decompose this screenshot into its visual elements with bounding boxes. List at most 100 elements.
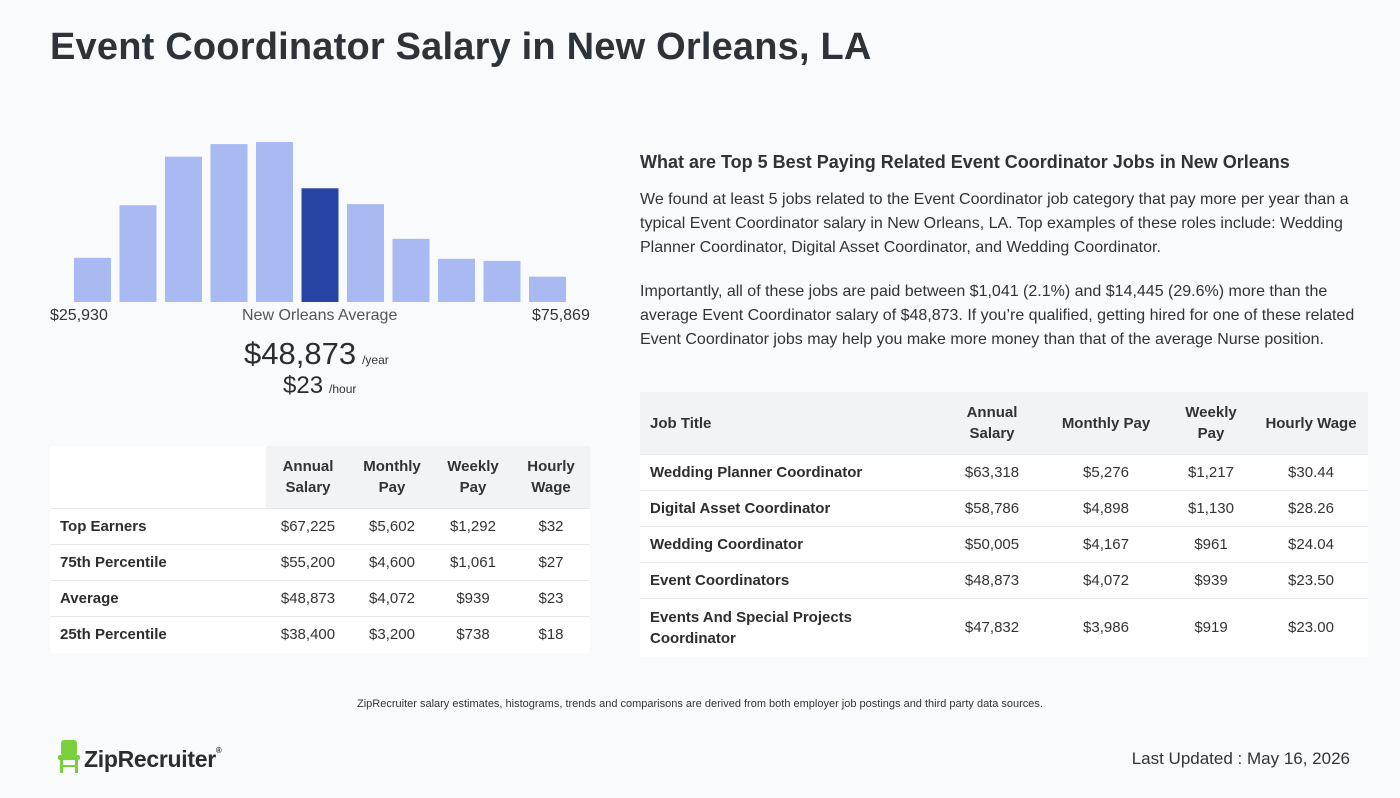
last-updated: Last Updated : May 16, 2026: [1131, 749, 1350, 768]
cell-weekly: $1,061: [434, 544, 512, 581]
cell-annual: $55,200: [266, 544, 350, 581]
job-title: Event Coordinators: [640, 562, 940, 599]
ziprecruiter-logo[interactable]: ZipRecruiter®: [58, 740, 222, 779]
cell-monthly: $3,200: [350, 616, 434, 653]
header-annual-salary: Annual Salary: [940, 392, 1044, 455]
salary-histogram: [50, 140, 590, 302]
histogram-average-label: New Orleans Average: [242, 307, 398, 324]
histogram-bar: [392, 238, 430, 302]
logo-registered-mark: ®: [215, 746, 222, 755]
header-job-title: Job Title: [640, 392, 940, 455]
histogram-bar: [74, 257, 111, 302]
header-blank: [50, 446, 266, 509]
cell-hourly: $23: [512, 580, 590, 617]
histogram-bar: [210, 144, 248, 302]
chair-icon: [58, 740, 80, 779]
job-title: Wedding Coordinator: [640, 526, 940, 563]
disclaimer: ZipRecruiter salary estimates, histogram…: [357, 698, 1043, 710]
table-row: Events And Special Projects Coordinator …: [640, 598, 1368, 657]
row-label: Average: [50, 580, 266, 617]
page-title: Event Coordinator Salary in New Orleans,…: [50, 26, 872, 68]
cell-annual: $67,225: [266, 508, 350, 545]
hourly-unit: /hour: [329, 382, 357, 396]
cell-annual: $58,786: [940, 490, 1044, 527]
histogram-min-label: $25,930: [50, 307, 108, 324]
histogram-bar: [483, 260, 521, 302]
cell-monthly: $4,167: [1044, 526, 1168, 563]
cell-annual: $63,318: [940, 454, 1044, 491]
cell-monthly: $4,072: [1044, 562, 1168, 599]
cell-weekly: $1,292: [434, 508, 512, 545]
header-weekly-pay: Weekly Pay: [434, 446, 512, 509]
histogram-bar-average: [301, 188, 339, 302]
cell-hourly: $28.26: [1254, 490, 1368, 527]
percentile-table-header: Annual Salary Monthly Pay Weekly Pay Hou…: [50, 446, 590, 509]
cell-weekly: $1,217: [1168, 454, 1254, 491]
annual-value: $48,873: [244, 336, 357, 371]
logo-text: ZipRecruiter®: [84, 746, 222, 772]
table-row: Average $48,873 $4,072 $939 $23: [50, 580, 590, 617]
histogram-bar: [256, 142, 293, 302]
histogram-bar: [347, 204, 384, 302]
cell-weekly: $961: [1168, 526, 1254, 563]
header-weekly-pay: Weekly Pay: [1168, 392, 1254, 455]
cell-weekly: $738: [434, 616, 512, 653]
cell-annual: $50,005: [940, 526, 1044, 563]
table-row: Wedding Coordinator $50,005 $4,167 $961 …: [640, 526, 1368, 563]
cell-hourly: $18: [512, 616, 590, 653]
related-jobs-paragraph-1: We found at least 5 jobs related to the …: [640, 191, 1349, 256]
cell-hourly: $23.00: [1254, 598, 1368, 657]
cell-monthly: $4,898: [1044, 490, 1168, 527]
hourly-value: $23: [283, 372, 324, 399]
table-row: 25th Percentile $38,400 $3,200 $738 $18: [50, 616, 590, 653]
job-title: Wedding Planner Coordinator: [640, 454, 940, 491]
histogram-bar: [119, 205, 157, 302]
cell-hourly: $30.44: [1254, 454, 1368, 491]
cell-annual: $47,832: [940, 598, 1044, 657]
cell-monthly: $4,600: [350, 544, 434, 581]
header-annual-salary: Annual Salary: [266, 446, 350, 509]
table-row: Top Earners $67,225 $5,602 $1,292 $32: [50, 508, 590, 545]
table-row: Wedding Planner Coordinator $63,318 $5,2…: [640, 454, 1368, 491]
cell-hourly: $32: [512, 508, 590, 545]
cell-weekly: $919: [1168, 598, 1254, 657]
cell-weekly: $1,130: [1168, 490, 1254, 527]
header-monthly-pay: Monthly Pay: [350, 446, 434, 509]
cell-annual: $38,400: [266, 616, 350, 653]
cell-weekly: $939: [434, 580, 512, 617]
histogram-bar: [165, 156, 202, 302]
row-label: 75th Percentile: [50, 544, 266, 581]
histogram-bar: [438, 258, 475, 302]
histogram-max-label: $75,869: [532, 307, 590, 324]
related-jobs-paragraph-2: Importantly, all of these jobs are paid …: [640, 283, 1355, 348]
cell-monthly: $3,986: [1044, 598, 1168, 657]
annual-unit: /year: [362, 353, 389, 367]
average-hourly-wage: $23/hour: [283, 372, 356, 400]
cell-monthly: $4,072: [350, 580, 434, 617]
header-hourly-wage: Hourly Wage: [1254, 392, 1368, 455]
related-jobs-table: Job Title Annual Salary Monthly Pay Week…: [640, 392, 1368, 657]
percentile-table: Annual Salary Monthly Pay Weekly Pay Hou…: [50, 446, 590, 653]
cell-hourly: $24.04: [1254, 526, 1368, 563]
job-title: Events And Special Projects Coordinator: [640, 598, 940, 657]
cell-monthly: $5,602: [350, 508, 434, 545]
job-title: Digital Asset Coordinator: [640, 490, 940, 527]
row-label: 25th Percentile: [50, 616, 266, 653]
row-label: Top Earners: [50, 508, 266, 545]
related-jobs-heading: What are Top 5 Best Paying Related Event…: [640, 152, 1290, 172]
cell-hourly: $27: [512, 544, 590, 581]
table-row: Event Coordinators $48,873 $4,072 $939 $…: [640, 562, 1368, 599]
cell-annual: $48,873: [266, 580, 350, 617]
table-row: Digital Asset Coordinator $58,786 $4,898…: [640, 490, 1368, 527]
histogram-svg: [74, 142, 566, 302]
cell-annual: $48,873: [940, 562, 1044, 599]
jobs-table-header: Job Title Annual Salary Monthly Pay Week…: [640, 392, 1368, 455]
cell-weekly: $939: [1168, 562, 1254, 599]
header-monthly-pay: Monthly Pay: [1044, 392, 1168, 455]
cell-monthly: $5,276: [1044, 454, 1168, 491]
cell-hourly: $23.50: [1254, 562, 1368, 599]
histogram-bar: [529, 276, 566, 302]
average-annual-salary: $48,873/year: [244, 336, 389, 372]
header-hourly-wage: Hourly Wage: [512, 446, 590, 509]
table-row: 75th Percentile $55,200 $4,600 $1,061 $2…: [50, 544, 590, 581]
